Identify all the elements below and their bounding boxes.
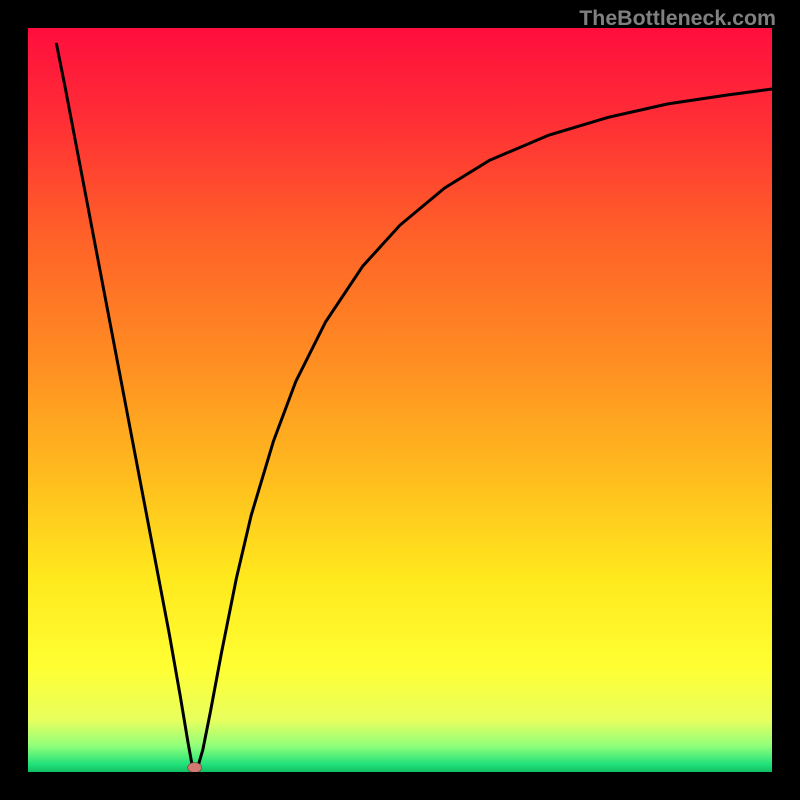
chart-root: TheBottleneck.com <box>0 0 800 800</box>
bottleneck-chart <box>0 0 800 800</box>
optimal-point-marker <box>188 763 202 773</box>
plot-area <box>28 28 772 773</box>
gradient-background <box>28 28 772 772</box>
watermark-label: TheBottleneck.com <box>579 6 776 31</box>
